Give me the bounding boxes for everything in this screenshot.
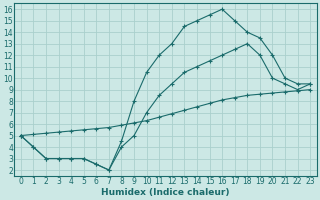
X-axis label: Humidex (Indice chaleur): Humidex (Indice chaleur) [101,188,230,197]
